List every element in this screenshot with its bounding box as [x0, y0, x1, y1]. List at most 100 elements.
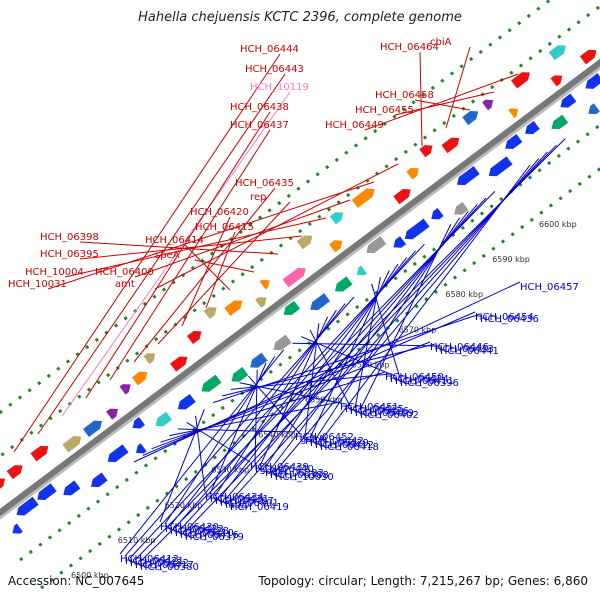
reverse-gene-arrow	[366, 236, 387, 254]
bottom-label-leader	[129, 243, 425, 559]
forward-gene-arrow	[393, 189, 411, 205]
top-gene-label: HCH_06400	[95, 267, 154, 278]
bottom-gene-label: HCH_06433	[435, 344, 494, 355]
accession-label: Accession: NC_007645	[8, 574, 145, 588]
forward-gene-arrow	[482, 99, 494, 111]
forward-gene-arrow	[6, 465, 23, 480]
top-gene-label: speA	[155, 250, 180, 261]
reverse-gene-arrow	[334, 276, 353, 292]
bottom-gene-label: HCH_06424	[390, 374, 449, 385]
top-label-leader	[64, 217, 327, 278]
top-gene-label: HCH_06443	[245, 64, 304, 75]
bottom-gene-label: speE	[260, 466, 284, 477]
reverse-gene-arrow	[16, 496, 39, 516]
bottom-gene-label: HCH_06452	[295, 432, 354, 443]
forward-gene-arrow	[508, 108, 519, 118]
forward-gene-arrow	[550, 75, 563, 87]
forward-gene-arrow	[329, 240, 343, 253]
top-gene-label: HCH_06437	[230, 120, 289, 131]
bottom-gene-label: HCH_06426	[350, 406, 409, 417]
forward-gene-arrow	[170, 356, 188, 372]
forward-gene-arrow	[82, 420, 103, 438]
backbone-shadow	[0, 62, 600, 520]
reverse-gene-arrow	[12, 523, 23, 534]
top-gene-label: HCH_10031	[8, 279, 67, 290]
bottom-gene-label: HCH_06410	[175, 528, 234, 539]
reverse-gene-arrow	[283, 300, 301, 316]
forward-gene-arrow	[119, 384, 131, 395]
top-gene-label: HCH_06455	[355, 105, 414, 116]
forward-gene-arrow	[329, 212, 344, 225]
top-gene-label: rep	[250, 192, 266, 203]
bottom-gene-label: HCH_06412	[315, 440, 374, 451]
bottom-gene-label: fabA	[225, 500, 248, 511]
reverse-gene-arrow	[310, 293, 331, 311]
bottom-gene-label: HCH_06380	[140, 562, 199, 573]
forward-gene-arrow	[131, 371, 148, 386]
bottom-label-leader	[159, 409, 205, 523]
bottom-gene-label: HCH_06440	[255, 464, 314, 475]
top-gene-label: HCH_10004	[25, 267, 84, 278]
top-label-leader	[109, 129, 271, 381]
bottom-gene-label: HCH_06379	[185, 532, 244, 543]
reverse-gene-arrow	[404, 218, 430, 240]
reverse-gene-arrow	[107, 444, 129, 463]
bottom-gene-label: HCH_06393	[265, 468, 324, 479]
forward-gene-arrow	[0, 478, 6, 489]
reverse-gene-arrow	[488, 156, 513, 177]
bottom-gene-label: HCH_06436	[480, 314, 539, 325]
reverse-gene-arrow	[136, 443, 147, 454]
top-gene-label: HCH_06414	[145, 235, 204, 246]
bottom-gene-label: HCH_06416	[180, 530, 239, 541]
bottom-label-leader	[119, 349, 284, 555]
forward-gene-arrow	[62, 436, 82, 453]
bottom-gene-label: HCH_06407	[215, 496, 274, 507]
bottom-label-leader	[151, 341, 431, 450]
top-gene-label: HCH_06420	[190, 207, 249, 218]
reverse-gene-arrow	[155, 411, 173, 427]
genome-backbone	[0, 58, 600, 517]
reverse-gene-arrow	[431, 208, 444, 220]
forward-gene-arrow	[143, 353, 156, 365]
bottom-gene-label: HCH_06450	[385, 372, 444, 383]
reverse-gene-arrow	[454, 201, 469, 215]
bottom-gene-label: HCH_06431	[210, 494, 269, 505]
reverse-gene-arrow	[505, 133, 523, 149]
scale-tick-label: 6590 kbp	[492, 255, 530, 264]
bottom-gene-label: HCH_06429	[310, 438, 369, 449]
bottom-gene-label: HCH_06451	[340, 402, 399, 413]
reverse-gene-arrow	[551, 114, 569, 130]
top-gene-label: amt	[115, 279, 135, 290]
reverse-gene-arrow	[132, 417, 145, 429]
forward-gene-arrow	[511, 72, 530, 89]
top-label-leader	[37, 73, 286, 435]
forward-gene-arrow	[187, 330, 202, 344]
top-gene-label: HCH_06438	[230, 102, 289, 113]
bottom-gene-label: HCH_06432	[130, 558, 189, 569]
top-label-leader	[79, 235, 303, 260]
bottom-gene-label: HCH_06388	[270, 470, 329, 481]
top-label-leader	[414, 99, 471, 111]
map-title: Hahella chejuensis KCTC 2396, complete g…	[138, 10, 462, 25]
track-guide-1	[0, 4, 600, 459]
reverse-gene-arrow	[250, 352, 268, 368]
track-guide-3	[40, 166, 600, 590]
top-gene-label: HCH_06458	[375, 90, 434, 101]
forward-gene-arrow	[406, 167, 419, 180]
scale-tick-label: 6600 kbp	[539, 220, 577, 229]
bottom-gene-label: HCH_06442	[305, 436, 364, 447]
scale-tick-label: 6530 kbp	[211, 466, 249, 475]
top-label-leader	[445, 46, 471, 129]
bottom-label-leader	[139, 138, 566, 563]
reverse-gene-arrow	[588, 103, 600, 115]
scale-tick-label: 6510 kbp	[118, 536, 156, 545]
bottom-gene-label: HCH_06396	[400, 378, 459, 389]
top-gene-label: cbiA	[430, 37, 452, 48]
bottom-gene-label: HCH_06417	[135, 560, 194, 571]
forward-gene-arrow	[106, 408, 119, 420]
forward-gene-arrow	[579, 49, 597, 65]
reverse-gene-arrow	[457, 165, 480, 186]
top-label-leader	[184, 244, 231, 291]
top-gene-label: HCH_06395	[40, 249, 99, 260]
